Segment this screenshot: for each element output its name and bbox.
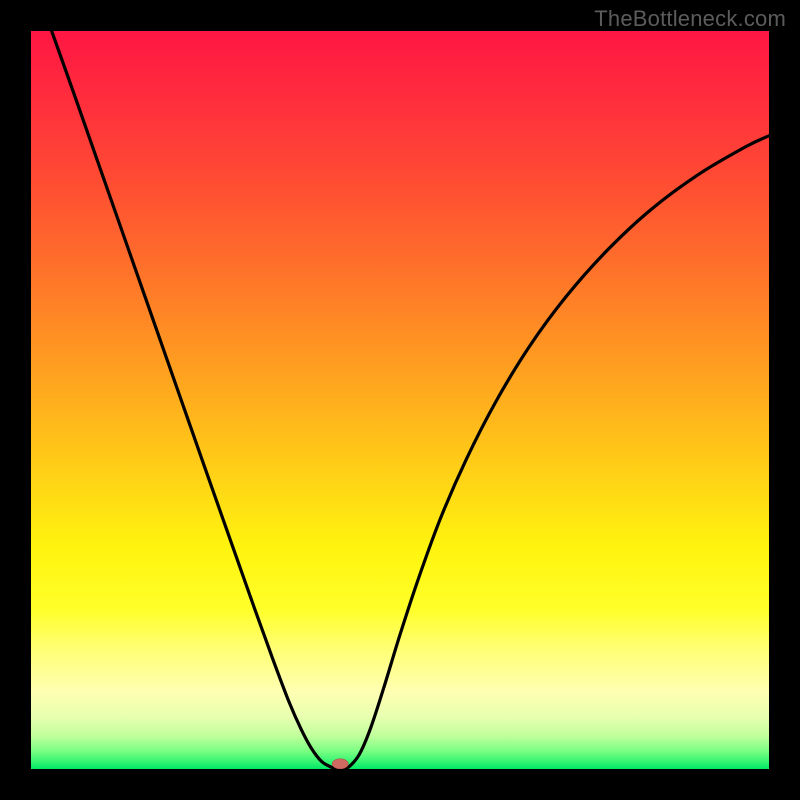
watermark-text: TheBottleneck.com xyxy=(594,6,786,32)
minimum-marker xyxy=(332,759,348,769)
chart-frame: TheBottleneck.com xyxy=(0,0,800,800)
chart-svg xyxy=(31,31,769,769)
plot-area xyxy=(31,31,769,769)
chart-background xyxy=(31,31,769,769)
